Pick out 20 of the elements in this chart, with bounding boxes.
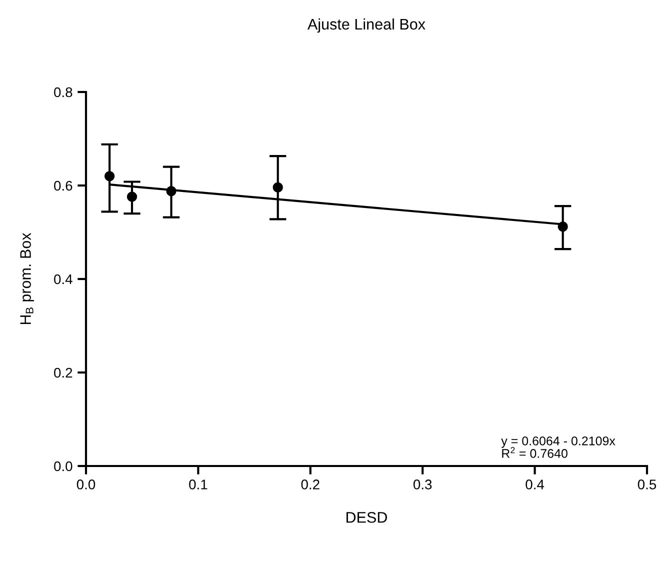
point (558, 222, 568, 232)
point (272, 182, 283, 192)
point (104, 171, 115, 182)
y-tick-label: 0.0 (54, 461, 72, 472)
y-axis-title: H$_{B}$ prom. Box (20, 232, 34, 324)
x-tick-label: 0.5 (638, 480, 656, 490)
x-tick-label: 0.4 (526, 480, 544, 490)
chart-title: Ajuste Lineal Box (308, 18, 426, 33)
y-tick-label: 0.8 (54, 87, 72, 98)
point (126, 192, 138, 202)
y-tick-label: 0.4 (54, 274, 72, 284)
x-tick-label: 0.2 (301, 480, 320, 490)
point (166, 186, 176, 196)
y-tick-label: 0.2 (54, 368, 72, 378)
x-tick-label: 0.1 (189, 480, 208, 490)
x-tick-label: 0.3 (413, 480, 432, 490)
x-axis-title: DESD (346, 512, 387, 523)
y-tick-label: 0.6 (54, 180, 72, 191)
annotation: y = 0.6064 - 0.2109x R$^{2}$ = 0.7640 (501, 436, 616, 458)
x-tick-label: 0.0 (76, 480, 96, 490)
